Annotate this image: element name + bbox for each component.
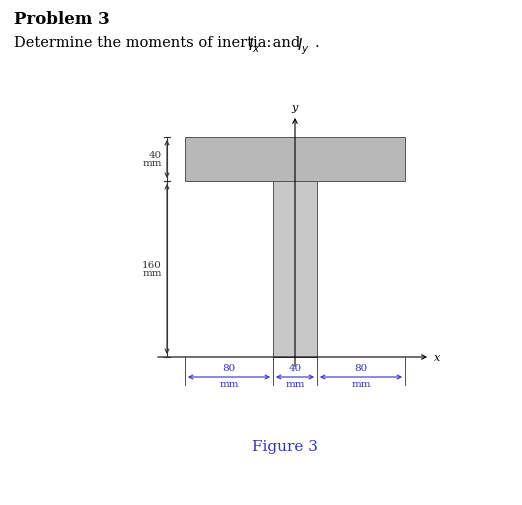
Bar (273, 182, 317, 358)
Text: Figure 3: Figure 3 (252, 439, 318, 453)
Text: mm: mm (351, 379, 371, 388)
Bar (185, 138, 405, 182)
Text: mm: mm (143, 269, 162, 278)
Text: and: and (268, 36, 310, 50)
Text: mm: mm (143, 159, 162, 168)
Text: $I_y$: $I_y$ (297, 36, 310, 57)
Text: $I_x$: $I_x$ (248, 36, 260, 55)
Text: Problem 3: Problem 3 (14, 11, 110, 28)
Text: Determine the moments of inertia:: Determine the moments of inertia: (14, 36, 281, 50)
Text: 40: 40 (288, 363, 302, 372)
Text: .: . (315, 36, 319, 50)
Text: 160: 160 (142, 261, 162, 270)
Text: 80: 80 (222, 363, 235, 372)
Text: y: y (292, 103, 298, 113)
Text: 80: 80 (354, 363, 367, 372)
Text: 40: 40 (149, 151, 162, 160)
Text: mm: mm (219, 379, 239, 388)
Text: x: x (434, 352, 440, 362)
Text: mm: mm (285, 379, 305, 388)
